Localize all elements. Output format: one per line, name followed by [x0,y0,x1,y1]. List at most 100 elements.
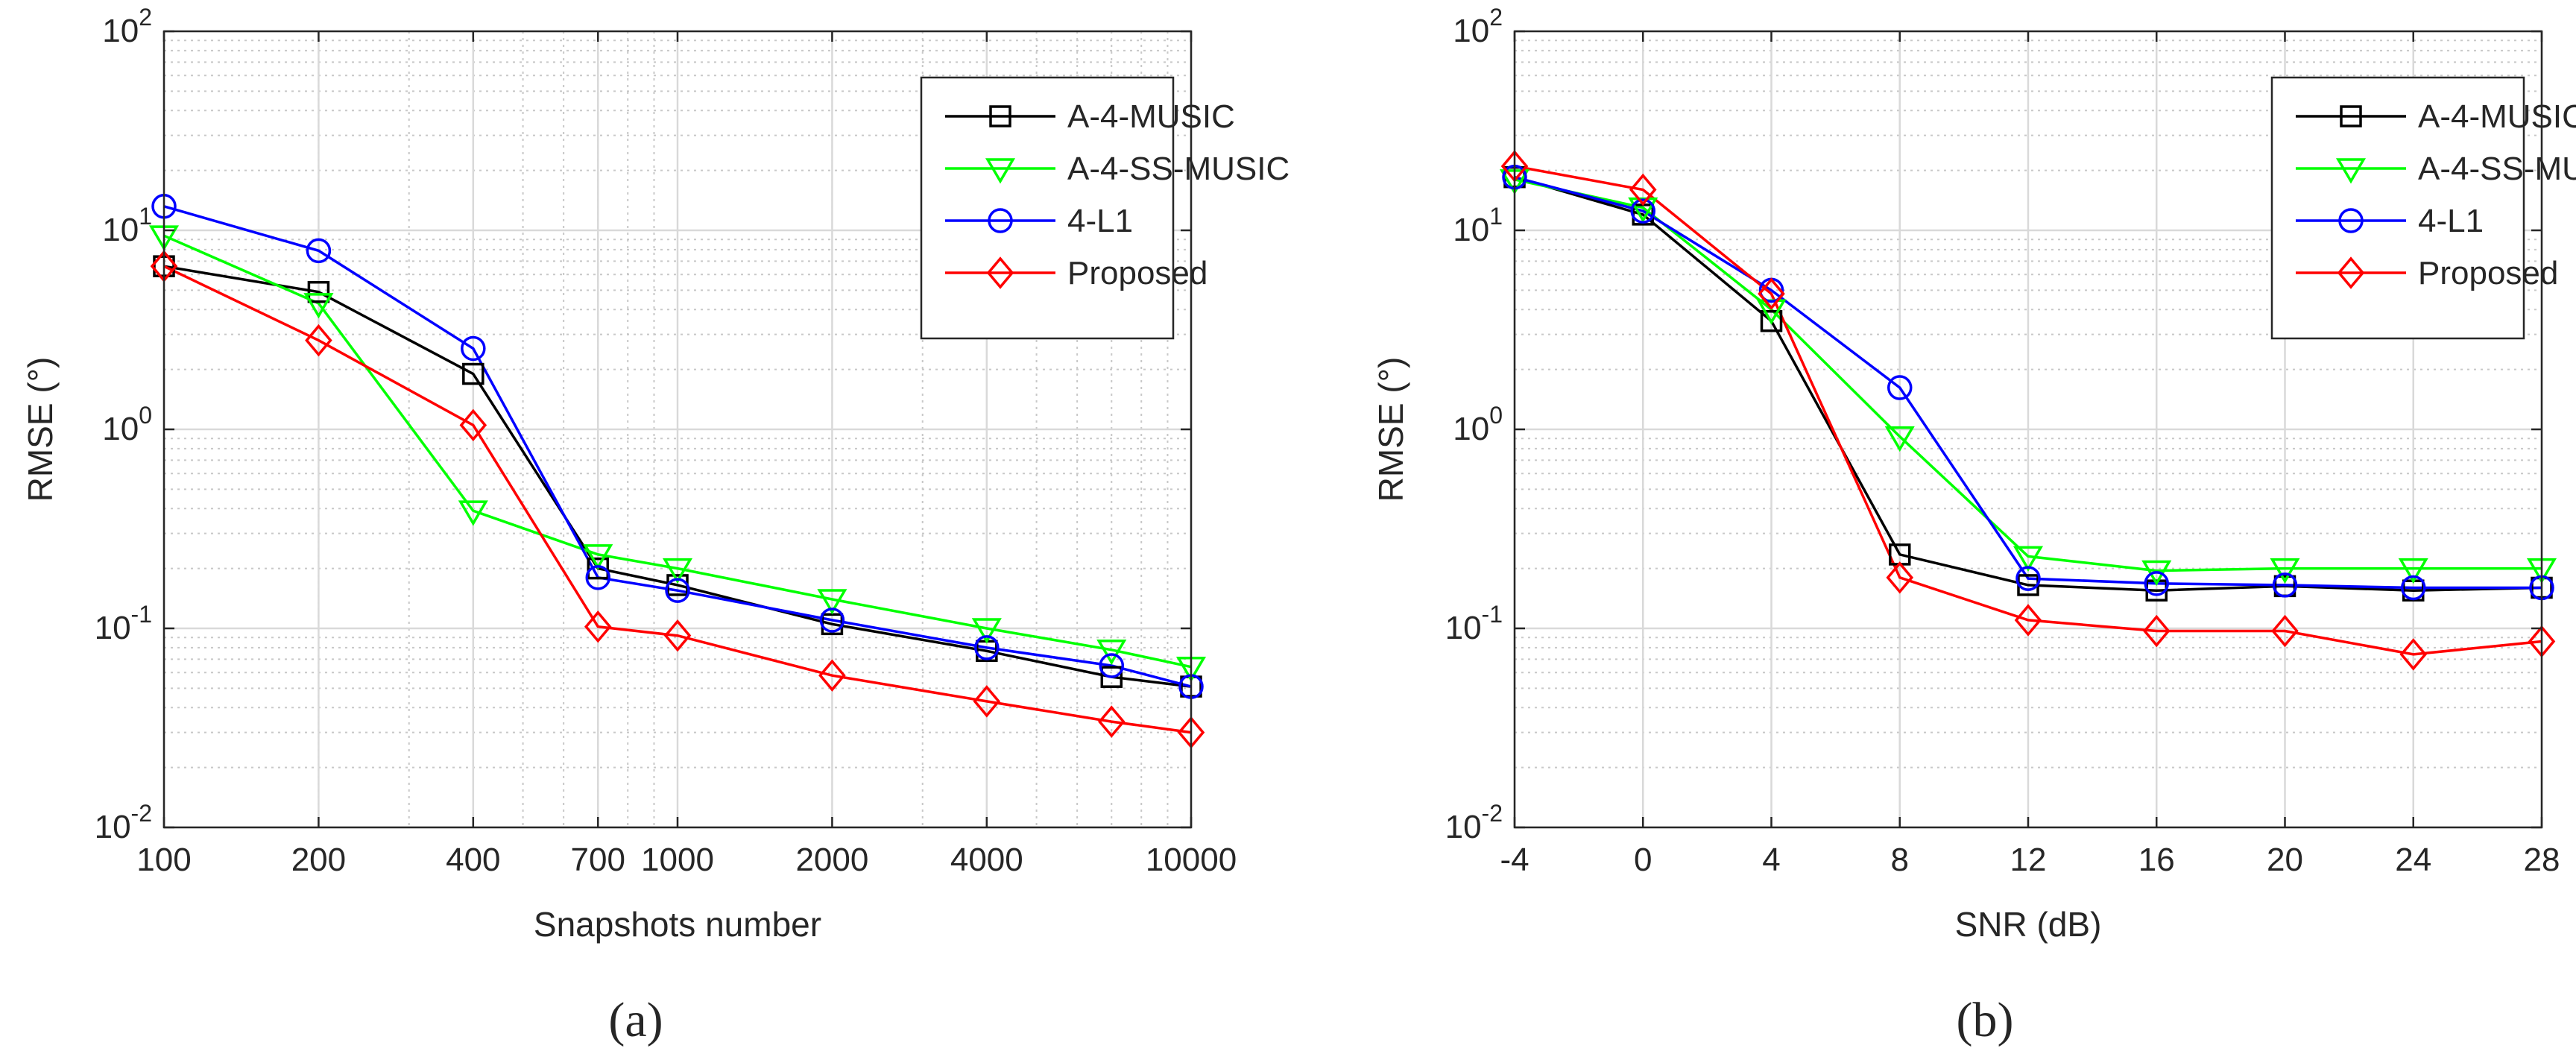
legend-label: A-4-SS-MUSIC [1067,151,1289,187]
legend-label: A-4-MUSIC [2418,98,2576,135]
data-point-marker [1097,705,1126,738]
data-point-marker [1886,561,1914,594]
data-point-marker [1758,277,1785,310]
data-point-marker [665,578,690,603]
data-point-marker [2015,566,2041,591]
data-point-marker [2401,575,2426,601]
data-point-marker [587,557,610,580]
data-point-marker [971,618,1002,644]
legend-marker [2340,105,2362,127]
x-axis-label: Snapshots number [534,905,821,944]
data-point-marker [819,608,845,633]
data-point-marker [2270,558,2300,584]
legend-label: Proposed [2418,255,2558,291]
ticks [162,30,1193,829]
ticks [1513,30,2543,829]
series-line-4-l1 [1514,176,2542,590]
x-tick-label: 20 [2267,842,2303,878]
data-point-marker [662,558,693,584]
data-point-marker [1099,653,1125,678]
data-point-marker [306,238,332,264]
legend-box [920,76,1175,340]
x-tick-label: 4000 [950,842,1023,878]
legend: A-4-MUSIC A-4-SS-MUSIC 4-L1 Proposed [920,76,1289,340]
data-point-marker [817,589,847,615]
data-point-marker [303,293,334,319]
legend-label: 4-L1 [2418,203,2484,239]
series-line-4-l1 [163,205,1192,688]
x-tick-label: 400 [446,842,500,878]
data-point-marker [1100,666,1123,688]
x-tick-label: 200 [291,842,346,878]
legend-marker [985,158,1016,184]
data-point-marker [974,635,1000,660]
x-tick-label: 4 [1762,842,1780,878]
y-tick-label: 100 [1453,402,1503,447]
y-tick-label: 10-2 [1445,800,1503,845]
legend-label: Proposed [1067,255,1208,291]
x-tick-label: -4 [1500,842,1529,878]
data-point-marker [1884,426,1915,452]
data-point-marker [583,544,613,570]
data-point-marker [459,408,487,442]
data-point-marker [584,610,612,643]
x-tick-label: 700 [571,842,625,878]
panel-label: (b) [1957,993,2014,1047]
legend-label: A-4-SS-MUSIC [2418,151,2576,187]
series-line-proposed [163,265,1192,734]
data-point-marker [458,500,488,526]
chart-panel-b: -4 0 4 8 12 16 20 24 28 10-2 10-1 100 101 102 SNR (dB)… [1371,4,2576,1047]
series-markers-proposed [150,250,1205,749]
x-tick-label: 100 [136,842,191,878]
data-point-marker [2142,614,2171,648]
data-point-marker [2141,560,2172,587]
series-markers-a-4-ss-music [148,225,1207,683]
y-tick-label: 101 [102,203,152,248]
data-point-marker [585,565,611,590]
legend-label: A-4-MUSIC [1067,98,1235,135]
data-point-marker [461,335,486,362]
panel-label: (a) [608,993,663,1047]
legend-marker [989,105,1011,127]
data-point-marker [2014,604,2042,637]
legend-marker [2335,158,2367,184]
y-axis-label: RMSE (°) [21,357,60,502]
data-point-marker [2272,572,2298,598]
y-tick-label: 10-1 [95,601,152,646]
data-point-marker [1630,198,1655,224]
data-point-marker [2012,546,2044,572]
data-point-marker [2271,614,2299,648]
series-group [148,194,1207,749]
legend-label: 4-L1 [1067,203,1133,239]
legend-marker [988,208,1013,233]
legend-marker [986,256,1014,289]
data-point-marker [462,362,484,385]
data-point-marker [2399,638,2428,671]
x-tick-label: 1000 [641,842,714,878]
series-line-a-4-music [163,265,1192,688]
data-point-marker [307,280,330,303]
data-point-marker [1887,375,1913,400]
x-tick-label: 28 [2524,842,2560,878]
data-point-marker [818,659,846,692]
series-line-a-4-ss-music [163,234,1192,669]
x-tick-label: 2000 [795,842,868,878]
y-tick-label: 100 [102,402,152,447]
data-point-marker [1760,309,1783,332]
data-point-marker [1096,640,1127,666]
data-point-marker [973,685,1001,718]
data-point-marker [2144,571,2169,596]
data-point-marker [305,324,332,357]
legend-marker [2337,256,2365,289]
y-tick-label: 101 [1453,203,1503,248]
x-tick-label: 8 [1891,842,1909,878]
y-tick-label: 102 [102,4,152,49]
legend-marker [2338,208,2364,233]
x-tick-label: 10000 [1146,842,1237,878]
legend-box [2270,76,2525,340]
data-point-marker [1629,173,1657,206]
series-line-a-4-music [1514,176,2542,592]
x-tick-label: 16 [2138,842,2175,878]
x-tick-label: 0 [1634,842,1652,878]
